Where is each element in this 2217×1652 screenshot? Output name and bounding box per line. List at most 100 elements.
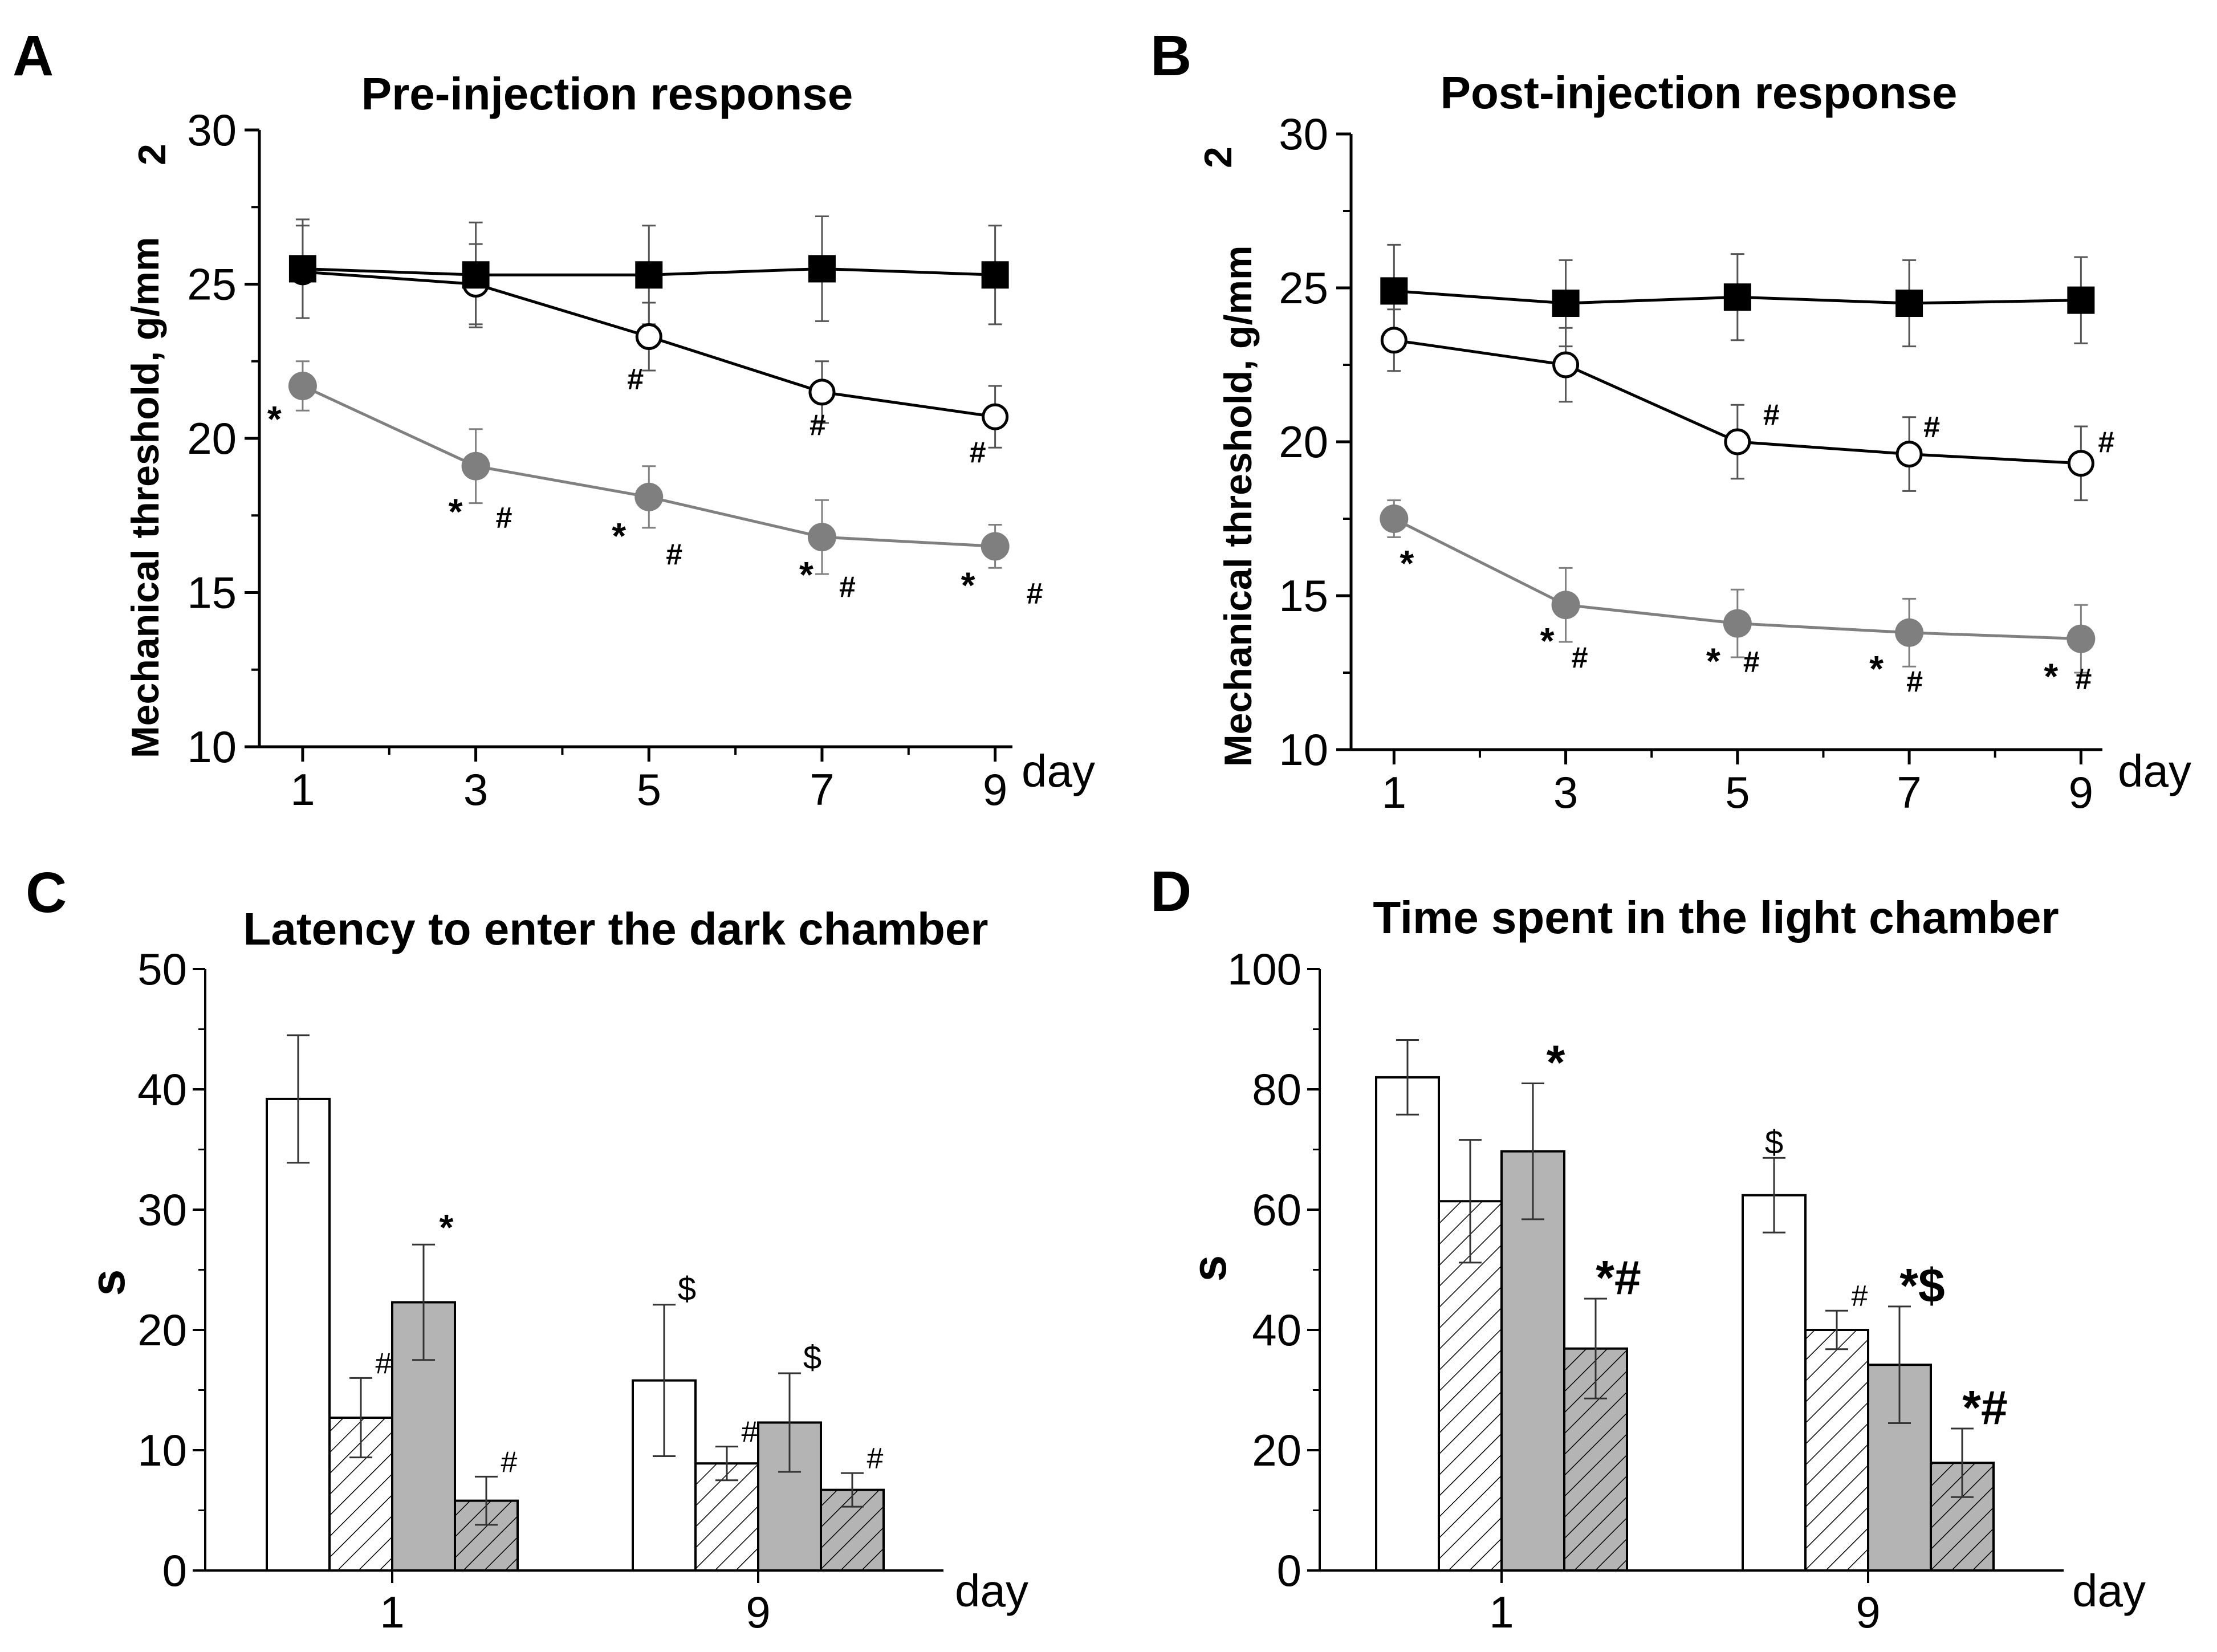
panel-b-point-square <box>1380 277 1408 305</box>
panel-b-y-tick-label: 30 <box>1279 109 1328 159</box>
panel-c-significance-mark: # <box>742 1416 758 1449</box>
panel-b-y-axis-label-text: Mechanical threshold, g/mm <box>1217 246 1260 767</box>
panel-a-significance-mark: * <box>799 554 813 595</box>
panel-c-significance-mark: * <box>440 1207 454 1248</box>
panel-a-significance-mark: * <box>449 491 463 532</box>
panel-b-point-open-circle <box>2067 450 2094 477</box>
panel-c-y-axis-label: s <box>81 1269 135 1296</box>
panel-b-point-open-circle <box>1895 441 1923 468</box>
panel-d-bar-white <box>1375 1076 1440 1572</box>
panel-c-significance-mark: $ <box>678 1271 696 1308</box>
panel-a-significance-mark: * <box>267 398 282 440</box>
panel-a-point-gray-circle <box>288 372 317 401</box>
panel-a-point-open-circle <box>808 379 836 406</box>
panel-a-point-open-circle <box>635 323 662 350</box>
panel-a-x-tick-label: 5 <box>637 764 661 815</box>
panel-a-significance-mark: # <box>627 363 644 396</box>
panel-b-line-chart: Post-injection response Mechanical thres… <box>1197 67 2191 817</box>
panel-b-significance-mark: * <box>1400 543 1414 584</box>
panel-b-y-tick-label: 15 <box>1279 571 1328 621</box>
panel-a-point-square <box>288 255 316 283</box>
panel-c-x-tick-label: 1 <box>380 1587 404 1637</box>
panel-c-significance-mark: # <box>501 1446 518 1479</box>
panel-c-x-tick-label: 9 <box>746 1587 770 1637</box>
panel-b-x-axis-label: day <box>2118 746 2191 796</box>
panel-c-title: Latency to enter the dark chamber <box>243 904 988 954</box>
panel-a-y-tick-label: 25 <box>187 259 237 310</box>
panel-d-y-tick-label: 80 <box>1252 1064 1301 1114</box>
panel-d-y-tick-label: 0 <box>1277 1545 1301 1596</box>
panel-a-point-gray-circle <box>807 523 836 552</box>
panel-b-significance-mark: # <box>2098 426 2114 459</box>
panel-a-title: Pre-injection response <box>361 68 853 119</box>
panel-c-significance-mark: # <box>867 1442 884 1475</box>
panel-a-point-square <box>808 255 836 283</box>
panel-d-significance-mark: # <box>1852 1280 1868 1313</box>
panel-b-point-gray-circle <box>1723 609 1752 638</box>
panel-c-significance-mark: # <box>376 1347 392 1380</box>
panel-a-significance-mark: # <box>809 409 826 442</box>
panel-c-bar-chart: Latency to enter the dark chamber s day … <box>81 904 1028 1637</box>
panel-a-y-axis-label-text: Mechanical threshold, g/mm <box>124 237 167 758</box>
panel-b-significance-mark: # <box>1906 665 1923 698</box>
panel-a-point-gray-circle <box>981 532 1010 561</box>
panel-d-y-axis-label: s <box>1182 1255 1236 1282</box>
panel-letter-c: C <box>26 861 67 925</box>
panel-b-significance-mark: # <box>1763 398 1780 432</box>
panel-d-bar-gray <box>1500 1150 1565 1572</box>
panel-b-y-axis-label-superscript: 2 <box>1197 147 1240 168</box>
panel-c-bar-white <box>266 1097 331 1572</box>
panel-d-y-tick-label: 100 <box>1227 944 1301 994</box>
panel-b-point-gray-circle <box>2067 624 2096 653</box>
panel-d-y-tick-label: 40 <box>1252 1305 1301 1355</box>
panel-a-y-axis-label-superscript: 2 <box>131 144 174 165</box>
panel-a-significance-mark: # <box>666 538 682 571</box>
panel-a-point-gray-circle <box>634 482 664 511</box>
panel-b-significance-mark: # <box>1923 411 1940 444</box>
panel-letter-a: A <box>13 24 54 88</box>
panel-a-significance-mark: # <box>839 571 856 604</box>
panel-b-title: Post-injection response <box>1441 67 1958 118</box>
panel-b-x-tick-label: 5 <box>1725 767 1750 817</box>
panel-a-x-tick-label: 7 <box>809 764 834 815</box>
panel-a-significance-mark: * <box>612 515 626 556</box>
panel-b-point-open-circle <box>1552 351 1580 379</box>
panel-b-y-tick-label: 10 <box>1279 725 1328 775</box>
panel-a-significance-mark: # <box>970 436 986 469</box>
panel-b-point-open-circle <box>1380 327 1408 354</box>
panel-d-significance-mark: *$ <box>1899 1259 1945 1312</box>
panel-a-x-axis-label: day <box>1022 746 1095 796</box>
panel-b-x-tick-label: 9 <box>2069 767 2093 817</box>
panel-b-y-axis-label: Mechanical threshold, g/mm <box>1217 246 1260 767</box>
panel-b-significance-mark: * <box>1706 641 1720 682</box>
panel-d-bar-white <box>1742 1194 1807 1572</box>
panel-d-title: Time spent in the light chamber <box>1373 892 2059 943</box>
panel-letter-b: B <box>1150 24 1191 88</box>
panel-a-x-tick-label: 1 <box>290 764 315 815</box>
panel-d-x-tick-label: 9 <box>1856 1587 1880 1637</box>
panel-d-y-tick-label: 20 <box>1252 1425 1301 1475</box>
panel-b-point-square <box>1895 290 1923 317</box>
panel-a-point-gray-circle <box>461 451 490 481</box>
panel-b-x-tick-label: 1 <box>1382 767 1406 817</box>
panel-a-point-square <box>635 261 663 289</box>
panel-c-significance-mark: $ <box>803 1339 821 1376</box>
panel-a-point-square <box>462 261 490 289</box>
panel-b-significance-mark: * <box>1869 648 1884 689</box>
panel-a-y-tick-label: 20 <box>187 413 237 463</box>
panel-a-y-tick-label: 15 <box>187 568 237 618</box>
panel-b-point-gray-circle <box>1895 618 1924 647</box>
panel-a-x-tick-label: 9 <box>983 764 1007 815</box>
panel-d-significance-mark: *# <box>1596 1251 1641 1304</box>
panel-a-significance-mark: # <box>496 502 512 535</box>
panel-c-y-tick-label: 30 <box>137 1185 187 1235</box>
panel-b-point-gray-circle <box>1551 591 1580 620</box>
panel-a-point-open-circle <box>982 403 1009 430</box>
panel-b-significance-mark: # <box>1572 641 1588 674</box>
panel-a-significance-mark: * <box>961 564 975 605</box>
panel-d-x-tick-label: 1 <box>1489 1587 1514 1637</box>
panel-c-bar-white-hatched <box>694 1462 759 1572</box>
panel-a-y-axis-label: Mechanical threshold, g/mm <box>124 237 167 758</box>
panel-b-point-square <box>1552 290 1580 317</box>
